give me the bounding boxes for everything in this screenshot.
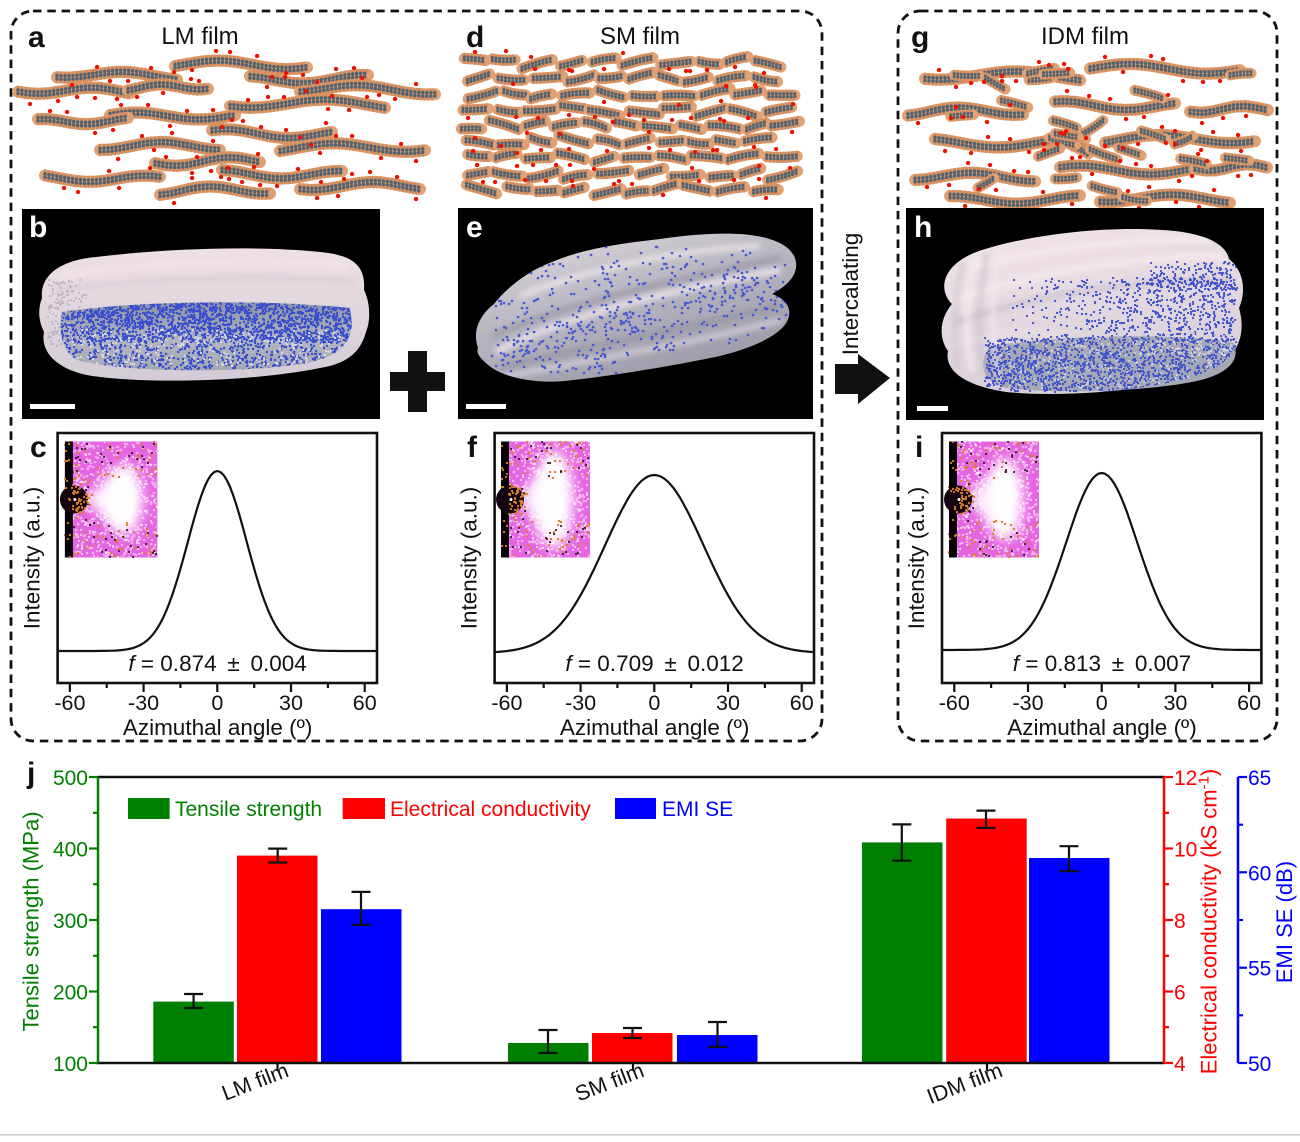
svg-text:Electrical conductivity: Electrical conductivity xyxy=(390,798,591,821)
svg-text:200: 200 xyxy=(53,982,88,1005)
svg-text:Tensile strength (MPa): Tensile strength (MPa) xyxy=(19,811,44,1031)
svg-text:SM film: SM film xyxy=(600,23,680,50)
svg-text:0: 0 xyxy=(211,691,223,715)
svg-text:500: 500 xyxy=(53,767,88,790)
svg-text:30: 30 xyxy=(716,691,740,715)
svg-text:f = 0.874 ± 0.004: f = 0.874 ± 0.004 xyxy=(128,651,306,676)
svg-text:Azimuthal angle (º): Azimuthal angle (º) xyxy=(560,715,750,740)
svg-text:30: 30 xyxy=(1163,691,1187,715)
svg-text:Azimuthal angle (º): Azimuthal angle (º) xyxy=(123,715,313,740)
svg-text:4: 4 xyxy=(1174,1053,1186,1076)
svg-text:f = 0.709 ± 0.012: f = 0.709 ± 0.012 xyxy=(565,651,743,676)
svg-text:EMI SE: EMI SE xyxy=(662,798,733,821)
svg-text:50: 50 xyxy=(1248,1053,1271,1076)
svg-text:55: 55 xyxy=(1248,958,1271,981)
svg-text:LM film: LM film xyxy=(161,23,238,50)
svg-text:Tensile strength: Tensile strength xyxy=(175,798,322,821)
svg-text:60: 60 xyxy=(353,691,377,715)
svg-text:f: f xyxy=(467,431,478,464)
svg-text:Intensity (a.u.): Intensity (a.u.) xyxy=(904,487,929,630)
svg-text:Intensity (a.u.): Intensity (a.u.) xyxy=(20,487,45,630)
svg-text:8: 8 xyxy=(1174,910,1186,933)
svg-text:-60: -60 xyxy=(939,691,970,715)
svg-text:Azimuthal angle (º): Azimuthal angle (º) xyxy=(1007,715,1197,740)
svg-text:400: 400 xyxy=(53,839,88,862)
svg-text:IDM film: IDM film xyxy=(1041,23,1129,50)
svg-text:Electrical conductivity (kS cm: Electrical conductivity (kS cm-1) xyxy=(1196,769,1222,1075)
svg-text:d: d xyxy=(466,21,484,54)
svg-text:0: 0 xyxy=(1096,691,1108,715)
svg-text:30: 30 xyxy=(279,691,303,715)
svg-text:6: 6 xyxy=(1174,982,1186,1005)
svg-text:-60: -60 xyxy=(491,691,522,715)
svg-text:Intensity (a.u.): Intensity (a.u.) xyxy=(457,487,482,630)
svg-text:-60: -60 xyxy=(54,691,85,715)
svg-text:12: 12 xyxy=(1174,767,1197,790)
svg-text:-30: -30 xyxy=(565,691,596,715)
svg-text:60: 60 xyxy=(1237,691,1261,715)
svg-text:0: 0 xyxy=(648,691,660,715)
svg-text:60: 60 xyxy=(790,691,814,715)
svg-text:j: j xyxy=(26,757,35,790)
svg-text:e: e xyxy=(466,211,483,244)
svg-text:-30: -30 xyxy=(1012,691,1043,715)
svg-text:g: g xyxy=(911,21,929,54)
svg-text:a: a xyxy=(28,21,45,54)
svg-text:300: 300 xyxy=(53,910,88,933)
svg-text:b: b xyxy=(29,211,47,244)
svg-text:65: 65 xyxy=(1248,767,1271,790)
svg-text:Intercalating: Intercalating xyxy=(838,233,863,356)
svg-text:i: i xyxy=(915,431,923,464)
svg-text:EMI SE (dB): EMI SE (dB) xyxy=(1272,861,1297,983)
svg-text:-30: -30 xyxy=(128,691,159,715)
svg-text:10: 10 xyxy=(1174,839,1197,862)
svg-text:100: 100 xyxy=(53,1053,88,1076)
svg-text:60: 60 xyxy=(1248,862,1271,885)
svg-text:c: c xyxy=(30,431,47,464)
svg-text:f = 0.813 ± 0.007: f = 0.813 ± 0.007 xyxy=(1013,651,1191,676)
svg-text:h: h xyxy=(914,211,932,244)
